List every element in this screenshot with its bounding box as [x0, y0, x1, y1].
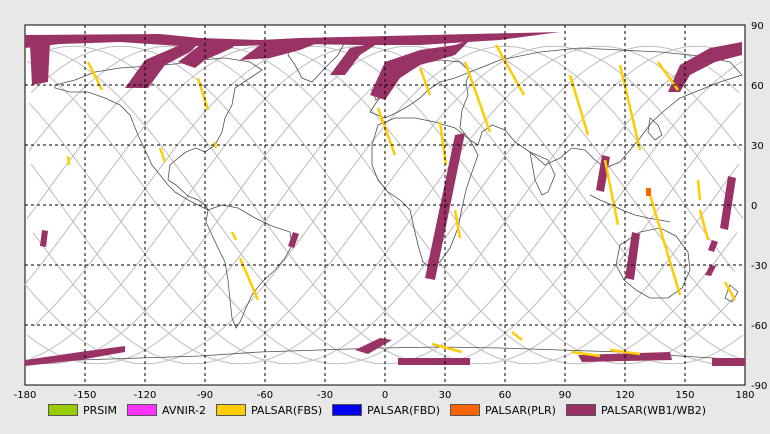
legend-item: PALSAR(FBD) — [332, 404, 440, 417]
lon-tick-label: 30 — [439, 390, 452, 401]
legend-label: AVNIR-2 — [162, 403, 206, 417]
lat-tick-label: 60 — [751, 81, 764, 92]
legend: PRSIM AVNIR-2 PALSAR(FBS) PALSAR(FBD) PALSAR… — [48, 402, 716, 418]
lon-tick-label: 120 — [615, 390, 634, 401]
legend-swatch — [48, 404, 78, 416]
swaths-plr — [646, 188, 651, 196]
orbit-track — [30, 45, 742, 365]
legend-label: PALSAR(PLR) — [485, 403, 556, 417]
lat-tick-label: 30 — [751, 141, 764, 152]
orbit-track — [32, 45, 744, 365]
lon-tick-label: -60 — [257, 390, 273, 401]
legend-swatch — [565, 404, 596, 416]
lon-tick-label: 150 — [675, 390, 694, 401]
legend-item: PRSIM — [48, 404, 117, 417]
lon-tick-label: -180 — [14, 390, 37, 401]
graticule — [25, 25, 745, 385]
lon-tick-label: -150 — [74, 390, 97, 401]
lat-tick-label: 0 — [751, 201, 757, 212]
lat-tick-label: 90 — [751, 21, 764, 32]
lon-tick-label: 60 — [499, 390, 512, 401]
lon-tick-labels: -180 -150 -120 -90 -60 -30 0 30 60 90 120 150 180 — [14, 390, 755, 401]
lon-tick-label: -30 — [317, 390, 333, 401]
legend-swatch — [450, 404, 481, 416]
orbit-track — [24, 45, 736, 365]
legend-label: PALSAR(FBD) — [367, 403, 441, 417]
lat-tick-label: -60 — [751, 321, 767, 332]
lon-tick-label: -120 — [134, 390, 157, 401]
lat-tick-label: -30 — [751, 261, 767, 272]
lon-tick-label: 90 — [559, 390, 572, 401]
legend-swatch — [332, 404, 363, 416]
orbit-track — [28, 45, 740, 365]
legend-label: PALSAR(WB1/WB2) — [600, 403, 707, 417]
lat-tick-labels: 90 60 30 0 -30 -60 -90 — [751, 21, 767, 392]
legend-item: PALSAR(FBS) — [215, 403, 323, 417]
lat-tick-label: -90 — [751, 381, 767, 392]
lon-tick-label: 180 — [735, 390, 754, 401]
lon-tick-label: 0 — [382, 390, 388, 401]
legend-swatch — [215, 404, 246, 416]
legend-label: PRSIM — [83, 403, 117, 417]
legend-item: PALSAR(WB1/WB2) — [565, 403, 707, 417]
legend-label: PALSAR(FBS) — [250, 403, 323, 417]
swaths-fbs — [66, 44, 737, 358]
legend-item: AVNIR-2 — [127, 404, 206, 417]
lon-tick-label: -90 — [197, 390, 213, 401]
legend-item: PALSAR(PLR) — [450, 404, 556, 417]
legend-swatch — [127, 404, 157, 416]
